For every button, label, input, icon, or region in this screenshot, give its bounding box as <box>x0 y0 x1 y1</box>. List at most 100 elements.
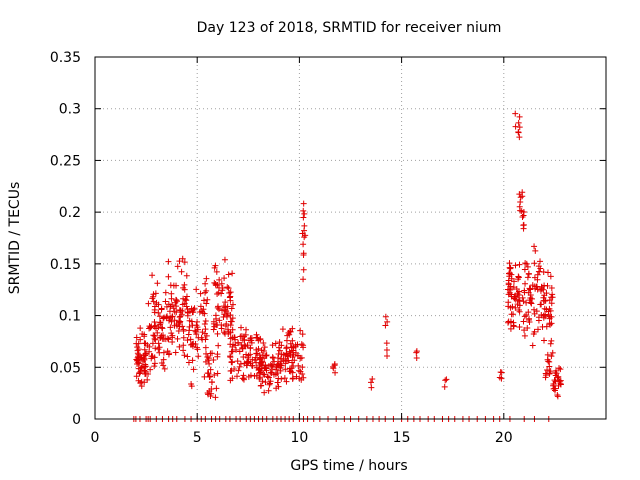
data-point <box>521 266 528 273</box>
data-point <box>155 301 162 308</box>
data-point <box>179 323 186 330</box>
data-point <box>214 353 221 360</box>
data-point <box>201 373 208 380</box>
data-point <box>213 315 220 322</box>
data-point <box>521 313 528 320</box>
data-point <box>176 258 183 265</box>
data-point <box>229 334 236 341</box>
data-point <box>549 349 556 356</box>
data-point <box>229 270 236 277</box>
data-point <box>384 318 391 325</box>
data-point <box>269 342 276 349</box>
data-point <box>237 333 244 340</box>
data-point <box>521 327 528 334</box>
data-point <box>149 295 156 302</box>
data-point <box>369 376 376 383</box>
data-point <box>300 200 307 207</box>
data-point <box>528 300 535 307</box>
data-point <box>197 303 204 310</box>
data-point <box>544 367 551 374</box>
data-point <box>274 369 281 376</box>
data-point <box>413 354 420 361</box>
data-point <box>507 304 514 311</box>
data-point <box>164 348 171 355</box>
data-point <box>534 326 541 333</box>
data-point <box>300 344 307 351</box>
data-point <box>301 234 308 241</box>
data-point <box>278 342 285 349</box>
data-point <box>225 285 232 292</box>
data-point <box>199 336 206 343</box>
data-point <box>186 317 193 324</box>
data-point <box>557 366 564 373</box>
data-point <box>413 348 420 355</box>
data-point <box>535 263 542 270</box>
data-point <box>516 261 523 268</box>
data-point <box>210 326 217 333</box>
data-point <box>527 285 534 292</box>
data-point <box>195 334 202 341</box>
data-point <box>507 318 514 325</box>
data-point <box>152 336 159 343</box>
data-point <box>186 323 193 330</box>
data-point <box>150 293 157 300</box>
data-point <box>535 317 542 324</box>
data-point <box>254 350 261 357</box>
data-point <box>256 375 263 382</box>
data-point <box>228 305 235 312</box>
data-point <box>529 295 536 302</box>
data-point <box>180 347 187 354</box>
data-point <box>300 207 307 214</box>
data-point <box>230 301 237 308</box>
data-point <box>143 370 150 377</box>
data-point <box>229 315 236 322</box>
data-point <box>169 338 176 345</box>
data-point <box>156 349 163 356</box>
data-point <box>289 325 296 332</box>
data-point <box>516 291 523 298</box>
data-point <box>226 290 233 297</box>
data-point <box>165 351 172 358</box>
axis-ticks <box>94 56 606 420</box>
data-point <box>511 295 518 302</box>
data-point <box>253 331 260 338</box>
data-point <box>520 318 527 325</box>
data-point <box>224 310 231 317</box>
data-point <box>178 268 185 275</box>
x-tick-label: 10 <box>290 430 308 446</box>
data-point <box>196 308 203 315</box>
data-point <box>204 296 211 303</box>
data-point <box>149 340 156 347</box>
data-point <box>205 357 212 364</box>
data-point <box>151 335 158 342</box>
data-point <box>300 276 307 283</box>
data-point <box>141 356 148 363</box>
data-point <box>244 354 251 361</box>
data-point <box>368 384 375 391</box>
data-point <box>194 324 201 331</box>
data-point <box>220 314 227 321</box>
data-point <box>218 290 225 297</box>
data-point <box>227 368 234 375</box>
data-point <box>239 344 246 351</box>
data-point <box>512 262 519 269</box>
data-point <box>267 369 274 376</box>
y-tick-label: 0 <box>72 412 81 428</box>
data-point <box>137 336 144 343</box>
data-point <box>167 324 174 331</box>
data-point <box>141 363 148 370</box>
data-point <box>179 255 186 262</box>
data-point <box>180 342 187 349</box>
data-point <box>265 362 272 369</box>
data-point <box>193 331 200 338</box>
data-point <box>183 272 190 279</box>
data-point <box>138 364 145 371</box>
data-point <box>141 367 148 374</box>
data-point <box>212 394 219 401</box>
data-point <box>263 365 270 372</box>
data-point <box>258 362 265 369</box>
data-point <box>203 300 210 307</box>
data-point <box>244 358 251 365</box>
data-point <box>211 279 218 286</box>
x-tick-labels: 0 5 10 15 20 <box>91 430 513 446</box>
